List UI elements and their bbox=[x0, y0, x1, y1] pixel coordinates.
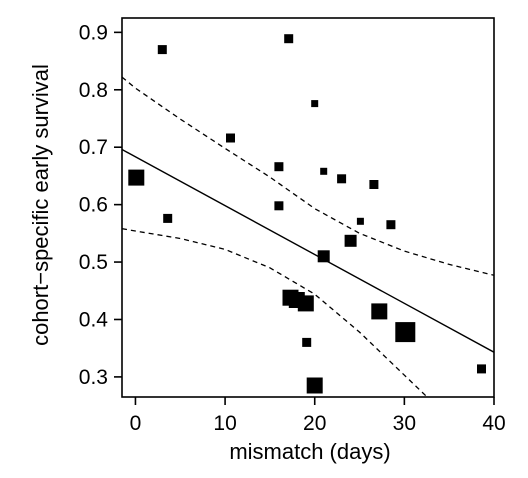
data-point bbox=[371, 303, 388, 320]
x-axis-title: mismatch (days) bbox=[229, 439, 390, 464]
y-tick-label: 0.7 bbox=[79, 136, 108, 159]
y-tick-label: 0.5 bbox=[79, 251, 108, 274]
data-point bbox=[477, 364, 486, 374]
data-point bbox=[128, 169, 145, 186]
regression-fit bbox=[122, 148, 494, 353]
data-point bbox=[356, 217, 364, 225]
data-point bbox=[306, 377, 323, 394]
data-point bbox=[274, 201, 284, 211]
data-point bbox=[163, 213, 173, 223]
x-tick-label: 0 bbox=[130, 412, 142, 435]
data-point bbox=[337, 174, 347, 184]
data-point bbox=[317, 250, 330, 263]
data-point bbox=[311, 100, 319, 108]
x-tick-label: 40 bbox=[482, 412, 505, 435]
x-tick-label: 30 bbox=[393, 412, 416, 435]
confidence-band-lower bbox=[122, 228, 429, 397]
data-point bbox=[274, 162, 284, 172]
plot-frame bbox=[121, 17, 495, 398]
data-point bbox=[302, 337, 312, 347]
y-tick-label: 0.3 bbox=[79, 366, 108, 389]
y-tick-label: 0.8 bbox=[79, 79, 108, 102]
x-tick-label: 20 bbox=[303, 412, 326, 435]
y-tick-label: 0.4 bbox=[79, 308, 109, 331]
data-point bbox=[369, 180, 379, 189]
data-point bbox=[284, 34, 294, 44]
confidence-band bbox=[122, 76, 494, 397]
data-point bbox=[395, 322, 416, 343]
axes: 0 10 20 30 40 0.3 0.4 0.5 0.6 0.7 0.8 0.9 bbox=[79, 17, 506, 435]
y-tick-label: 0.6 bbox=[79, 194, 108, 217]
fit-line bbox=[122, 148, 494, 353]
data-point bbox=[157, 45, 167, 55]
y-tick-label: 0.9 bbox=[79, 21, 108, 44]
data-point bbox=[320, 167, 328, 175]
confidence-band-upper bbox=[122, 76, 494, 276]
data-points bbox=[128, 34, 486, 394]
data-point bbox=[386, 220, 396, 230]
y-axis-title: cohort−specific early survival bbox=[28, 64, 53, 346]
data-point bbox=[226, 133, 235, 143]
x-tick-label: 10 bbox=[213, 412, 236, 435]
data-point bbox=[297, 295, 314, 312]
data-point bbox=[344, 234, 357, 247]
